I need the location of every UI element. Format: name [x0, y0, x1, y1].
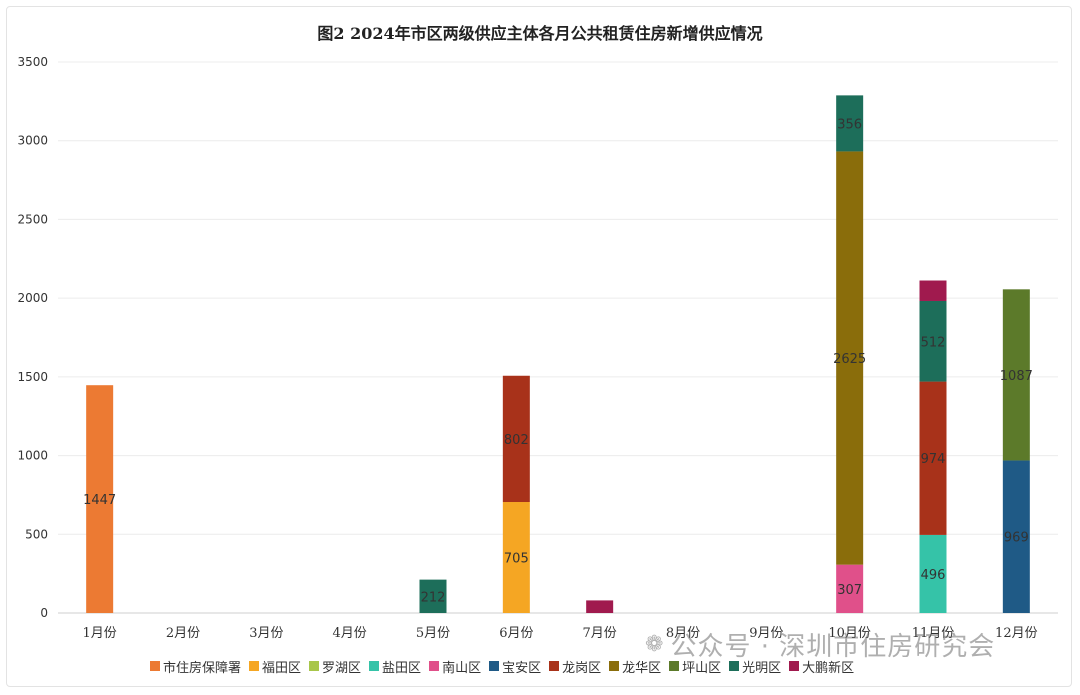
legend-label: 龙岗区: [562, 660, 602, 676]
data-label: 212: [421, 590, 446, 605]
legend-item: 盐田区: [369, 657, 421, 676]
legend-item: 宝安区: [489, 657, 541, 676]
legend-label: 光明区: [742, 660, 782, 676]
bar-segment: [502, 375, 530, 503]
x-tick-label: 10月份: [828, 626, 871, 641]
data-label: 2625: [833, 352, 866, 367]
y-tick-label: 2500: [17, 212, 48, 226]
y-tick-label: 2000: [17, 291, 48, 305]
data-label: 974: [921, 452, 946, 467]
legend-label: 福田区: [262, 660, 302, 676]
watermark-text: 公众号 · 深圳市住房研究会: [670, 632, 996, 662]
x-tick-label: 11月份: [912, 626, 955, 641]
bar-segment: [1002, 289, 1030, 461]
x-axis-ticks: 1月份 2月份 3月份 4月份 5月份 6月份 7月份 8月份 9月份 10月份 11月份 12月份: [83, 626, 1038, 641]
legend-item: 市住房保障署: [150, 657, 241, 676]
legend: 市住房保障署 福田区 罗湖区 盐田区 南山区 宝安区 龙岗区 龙华区 坪山区 光明区 大鹏新区: [150, 656, 854, 676]
legend-item: 光明区: [729, 657, 781, 676]
data-label: 1087: [1000, 369, 1033, 384]
x-tick-label: 9月份: [749, 626, 783, 641]
legend-swatch: [549, 661, 560, 671]
grid-lines: [58, 61, 1058, 614]
x-tick-label: 4月份: [333, 626, 367, 641]
data-label: 969: [1004, 531, 1029, 546]
bar-segment: [419, 579, 447, 613]
bar-segment: [919, 381, 947, 535]
bar-segment: [1002, 460, 1030, 613]
legend-label: 市住房保障署: [163, 660, 242, 676]
legend-label: 大鹏新区: [802, 660, 855, 676]
y-tick-label: 3000: [17, 134, 48, 148]
legend-item: 龙华区: [609, 657, 661, 676]
x-tick-label: 12月份: [995, 626, 1038, 641]
legend-swatch: [249, 661, 260, 671]
x-tick-label: 7月份: [583, 626, 617, 641]
bar-segment: [86, 385, 114, 613]
bar-segment: [919, 534, 947, 613]
legend-label: 南山区: [442, 660, 482, 676]
x-tick-label: 6月份: [499, 626, 533, 641]
legend-swatch: [609, 661, 620, 671]
bar-segment: [586, 600, 614, 613]
legend-item: 南山区: [429, 657, 481, 676]
legend-label: 龙华区: [622, 660, 662, 676]
data-labels: 1447 212 705 802 307 2625 356 496 974 512 969 1087: [83, 117, 1033, 605]
bars: [86, 95, 1030, 613]
data-label: 307: [837, 583, 862, 598]
bar-segment: [919, 300, 947, 382]
legend-item: 大鹏新区: [789, 657, 854, 676]
legend-label: 罗湖区: [322, 660, 362, 676]
y-tick-label: 1000: [17, 449, 48, 463]
legend-item: 坪山区: [669, 657, 721, 676]
x-tick-label: 1月份: [83, 626, 117, 641]
bar-segment: [836, 564, 864, 613]
y-tick-label: 1500: [17, 370, 48, 384]
legend-swatch: [150, 661, 160, 671]
legend-swatch: [489, 661, 500, 671]
legend-label: 盐田区: [382, 660, 422, 676]
bar-segment: [502, 502, 530, 613]
data-label: 1447: [83, 493, 116, 508]
y-axis-ticks: 0 500 1000 1500 2000 2500 3000 3500: [17, 55, 48, 620]
bar-segment: [919, 280, 947, 301]
legend-swatch: [669, 661, 680, 671]
legend-label: 坪山区: [682, 660, 722, 676]
y-tick-label: 3500: [17, 55, 48, 69]
y-tick-label: 500: [25, 527, 48, 541]
legend-item: 福田区: [249, 657, 301, 676]
legend-swatch: [309, 661, 320, 671]
legend-swatch: [789, 661, 800, 671]
legend-swatch: [729, 661, 740, 671]
x-tick-label: 2月份: [166, 626, 200, 641]
y-tick-label: 0: [40, 606, 48, 620]
legend-label: 宝安区: [502, 660, 542, 676]
bar-segment: [836, 151, 864, 565]
chart-title: 图2 2024年市区两级供应主体各月公共租赁住房新增供应情况: [317, 24, 763, 43]
data-label: 512: [921, 335, 946, 350]
x-tick-label: 8月份: [666, 626, 700, 641]
data-label: 356: [837, 117, 862, 132]
chart-frame: [6, 6, 1072, 687]
x-tick-label: 3月份: [249, 626, 283, 641]
data-label: 802: [504, 433, 529, 448]
legend-item: 龙岗区: [549, 657, 601, 676]
data-label: 705: [504, 552, 529, 567]
legend-swatch: [429, 661, 440, 671]
legend-item: 罗湖区: [309, 657, 361, 676]
x-tick-label: 5月份: [416, 626, 450, 641]
wechat-icon: ❁: [645, 632, 665, 657]
legend-swatch: [369, 661, 380, 671]
bar-segment: [836, 95, 864, 152]
watermark: ❁ 公众号 · 深圳市住房研究会: [645, 626, 995, 663]
data-label: 496: [921, 568, 946, 583]
